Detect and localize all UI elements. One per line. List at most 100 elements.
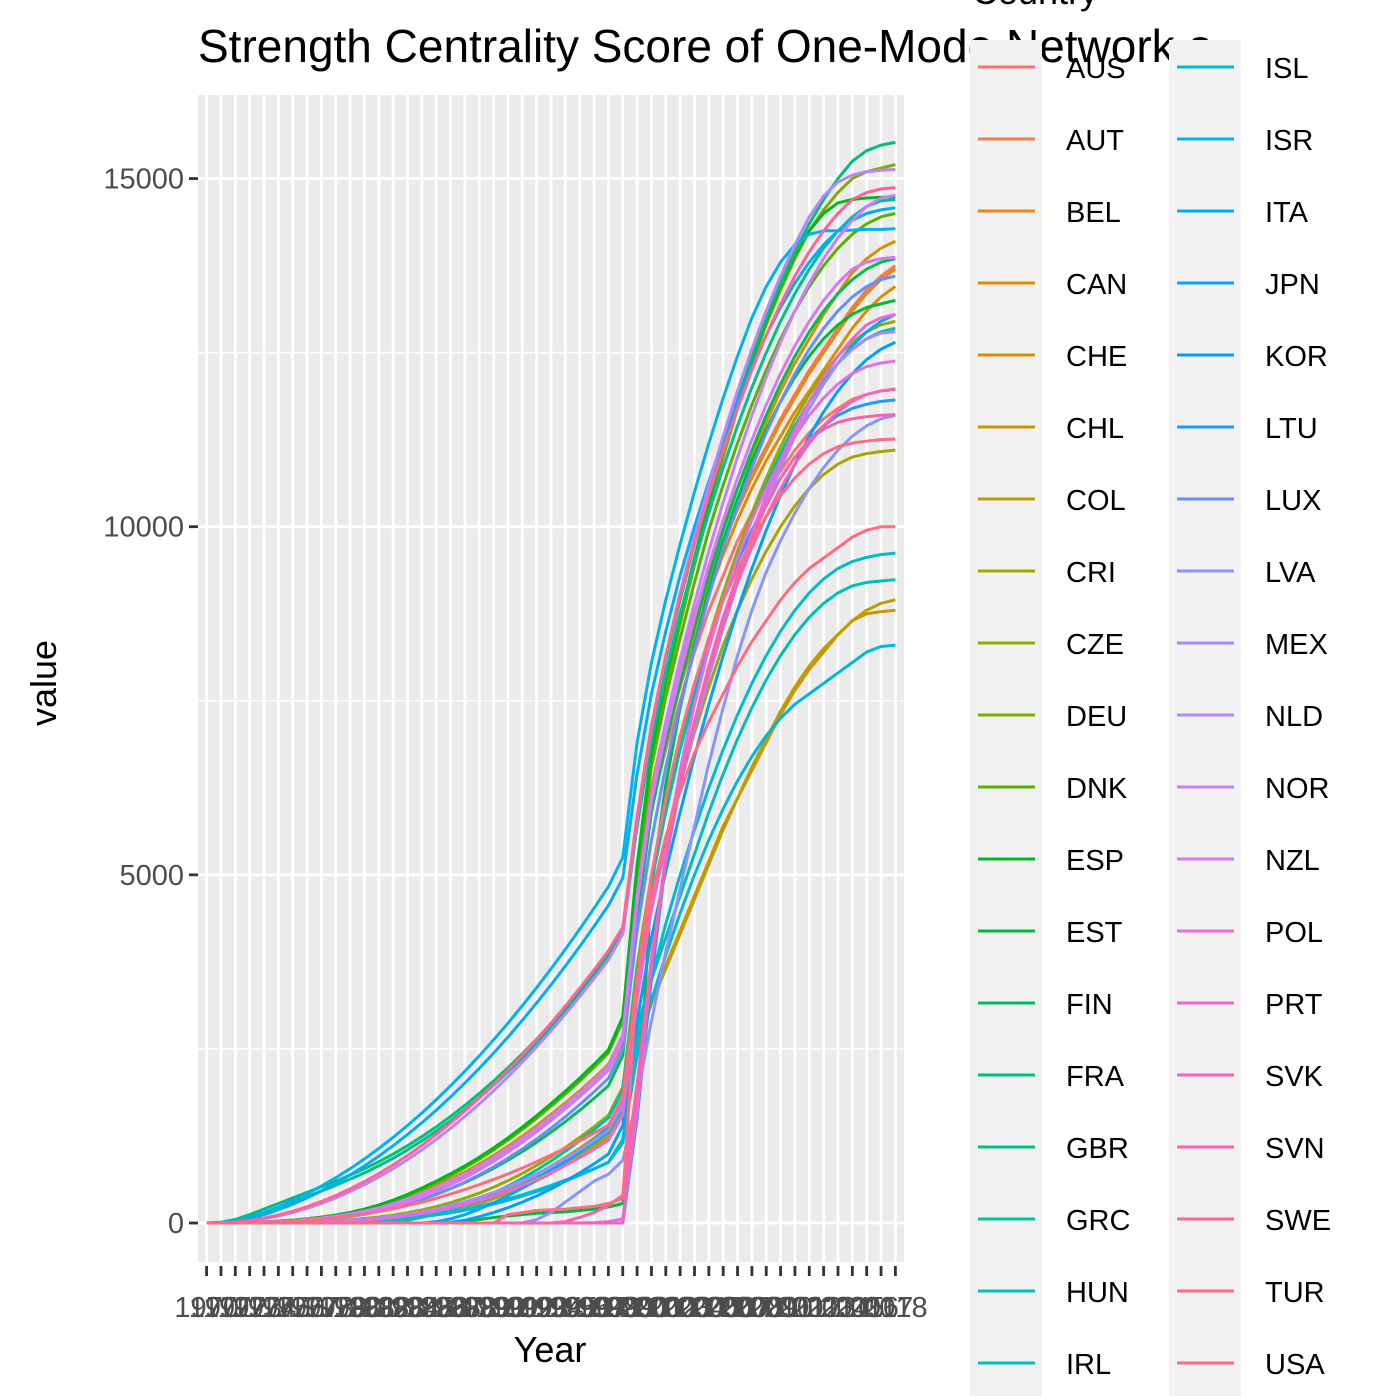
x-tick-label: 1992 [490,1292,555,1324]
x-tick-label: 1970 [174,1292,239,1324]
x-tick-label: 2006 [691,1292,756,1324]
y-tick-label: 0 [168,1208,184,1240]
x-tick-label: 1996 [547,1292,612,1324]
legend-label-ltu: LTU [1265,413,1318,445]
x-tick-label: 1998 [576,1292,641,1324]
x-tick-label: 2010 [748,1292,813,1324]
x-tick-label: 2012 [777,1292,842,1324]
legend-label-fin: FIN [1066,989,1113,1021]
x-tick-label: 2011 [764,1292,826,1324]
x-tick-label: 1989 [447,1292,512,1324]
x-tick-label: 1994 [519,1292,584,1324]
series-line-usa [206,525,896,1225]
legend-label-fra: FRA [1066,1061,1125,1093]
legend-label-dnk: DNK [1066,773,1128,805]
x-tick-label: 2015 [820,1292,885,1324]
x-tick-label: 1980 [318,1292,383,1324]
legend-label-can: CAN [1066,269,1127,301]
x-axis-title: Year [514,1329,587,1370]
x-tick-label: 2001 [619,1292,684,1324]
x-tick-label: 1972 [203,1292,268,1324]
x-tick-label: 1986 [404,1292,469,1324]
x-tick-label: 1987 [418,1292,483,1324]
x-tick-label: 1981 [332,1292,397,1324]
legend-label-bel: BEL [1066,197,1121,229]
legend-label-svn: SVN [1265,1133,1325,1165]
x-tick-label: 1982 [347,1292,412,1324]
series-lines [206,140,897,1225]
legend-label-lux: LUX [1265,485,1321,517]
series-line-nld [206,168,896,1225]
x-tick-label: 2013 [791,1292,856,1324]
y-tick-label: 10000 [103,512,184,544]
series-line-tur [206,437,896,1225]
series-line-isr [206,227,896,1225]
legend-label-nld: NLD [1265,701,1323,733]
legend-label-cri: CRI [1066,557,1116,589]
legend-label-jpn: JPN [1265,269,1320,301]
x-tick-label: 2007 [705,1292,770,1324]
y-tick-label: 5000 [119,860,184,892]
y-tick-label: 15000 [103,164,184,196]
legend-label-hun: HUN [1066,1277,1129,1309]
x-tick-label: 1974 [232,1292,297,1324]
legend-label-deu: DEU [1066,701,1127,733]
x-tick-label: 1991 [476,1292,541,1324]
x-tick-label: 2003 [648,1292,713,1324]
legend-label-col: COL [1066,485,1126,517]
legend-label-lva: LVA [1265,557,1316,589]
legend-label-est: EST [1066,917,1123,949]
x-tick-label: 1979 [303,1292,368,1324]
legend-label-esp: ESP [1066,845,1124,877]
legend-label-isr: ISR [1265,125,1313,157]
x-tick-label: 2005 [677,1292,742,1324]
x-tick-label: 2004 [662,1292,727,1324]
x-tick-label: 1985 [390,1292,455,1324]
x-tick-label: 2016 [834,1292,899,1324]
x-tick-label: 1997 [562,1292,627,1324]
legend-label-nzl: NZL [1265,845,1320,877]
legend-label-irl: IRL [1066,1349,1111,1381]
series-line-swe [206,186,896,1225]
legend-label-svk: SVK [1265,1061,1324,1093]
x-tick-label: 2008 [720,1292,785,1324]
legend-label-che: CHE [1066,341,1127,373]
x-tick-label: 1978 [289,1292,354,1324]
legend-label-prt: PRT [1265,989,1323,1021]
legend-title: Country [972,0,1098,12]
axes: 0500010000150001970197119721973197419751… [103,164,927,1324]
x-tick-label: 1990 [461,1292,526,1324]
legend-key-column-2 [1169,40,1241,1396]
x-tick-label: 1988 [433,1292,498,1324]
x-tick-label: 2017 [849,1292,914,1324]
chart-title: Strength Centrality Score of One-Mode Ne… [198,20,1213,72]
legend-label-ita: ITA [1265,197,1309,229]
legend-label-grc: GRC [1066,1205,1130,1237]
x-tick-label: 2014 [806,1292,871,1324]
legend-label-aus: AUS [1066,53,1126,85]
x-tick-label: 1975 [246,1292,311,1324]
legend-label-cze: CZE [1066,629,1124,661]
legend-label-aut: AUT [1066,125,1124,157]
x-tick-label: 1973 [217,1292,282,1324]
x-tick-label: 2018 [863,1292,928,1324]
x-tick-label: 1999 [590,1292,655,1324]
x-tick-label: 1976 [260,1292,325,1324]
legend-label-kor: KOR [1265,341,1328,373]
y-axis-title: value [23,640,64,726]
legend: Country AUS AUT BEL CAN CHE CHL COL CRI CZE DEU DN… [970,0,1331,1396]
legend-label-chl: CHL [1066,413,1124,445]
legend-key-column-1 [970,40,1042,1396]
x-tick-label: 1983 [361,1292,426,1324]
legend-label-mex: MEX [1265,629,1328,661]
x-tick-label: 1984 [375,1292,440,1324]
legend-label-usa: USA [1265,1349,1325,1381]
legend-label-nor: NOR [1265,773,1329,805]
x-tick-label: 2009 [734,1292,799,1324]
legend-label-isl: ISL [1265,53,1309,85]
x-tick-label: 1995 [533,1292,598,1324]
x-tick-label: 1993 [504,1292,569,1324]
x-tick-label: 2002 [634,1292,699,1324]
x-tick-label: 2000 [605,1292,670,1324]
